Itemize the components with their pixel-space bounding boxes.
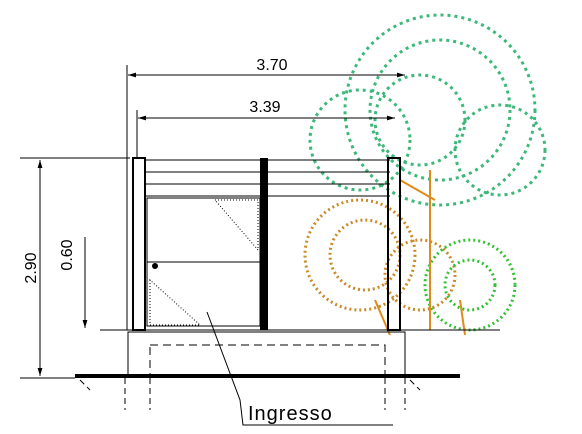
callout: Ingresso: [206, 311, 393, 426]
dimension-label: 3.70: [256, 57, 287, 74]
trees: [303, 13, 547, 336]
dimensions: 3.70 3.39 2.90 0.60: [20, 57, 405, 379]
callout-label: Ingresso: [248, 403, 333, 425]
gate-structure: [75, 157, 500, 410]
dimension-label: 3.39: [249, 99, 280, 116]
dimension-label: 2.90: [23, 252, 40, 283]
dimension-label: 0.60: [59, 239, 76, 270]
